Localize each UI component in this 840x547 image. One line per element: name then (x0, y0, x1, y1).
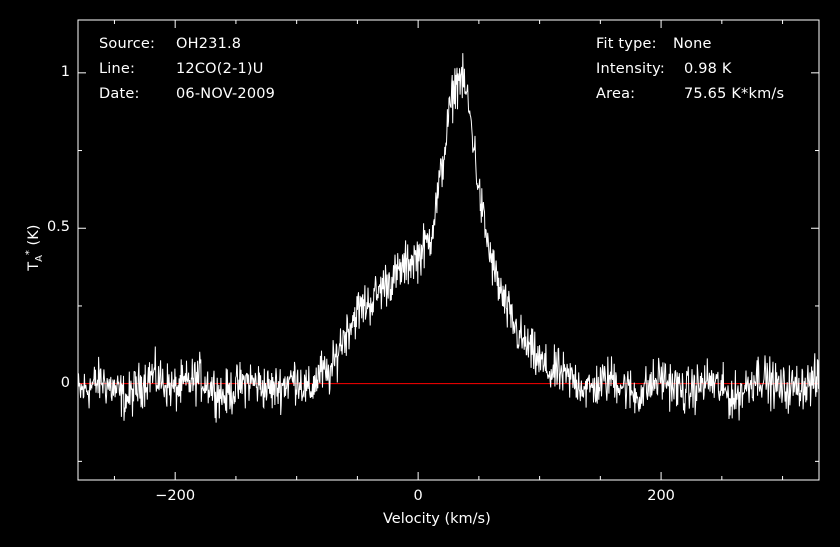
fit-type-value: None (673, 36, 712, 52)
source-label: Source: (99, 36, 156, 52)
spectrum-line (77, 53, 820, 423)
y-tick-label: 0 (60, 374, 70, 391)
intensity-value: 0.98 K (684, 61, 732, 77)
axis-ticks (78, 20, 819, 480)
area-label: Area: (596, 86, 636, 102)
date-value: 06-NOV-2009 (176, 86, 276, 102)
source-value: OH231.8 (176, 36, 242, 52)
fit-type-label: Fit type: (596, 36, 657, 52)
plot-frame (77, 19, 820, 481)
line-label: Line: (99, 61, 136, 77)
x-tick-label: 0 (413, 488, 423, 504)
area-value: 75.65 K*km/s (684, 86, 785, 102)
intensity-label: Intensity: (596, 61, 665, 77)
x-tick-label: −200 (155, 488, 196, 504)
date-label: Date: (99, 86, 140, 102)
x-axis-label: Velocity (km/s) (383, 511, 491, 527)
y-tick-label: 0.5 (46, 219, 70, 236)
x-tick-label: 200 (647, 488, 675, 504)
y-tick-label: 1 (60, 63, 70, 80)
line-value: 12CO(2-1)U (176, 61, 264, 77)
